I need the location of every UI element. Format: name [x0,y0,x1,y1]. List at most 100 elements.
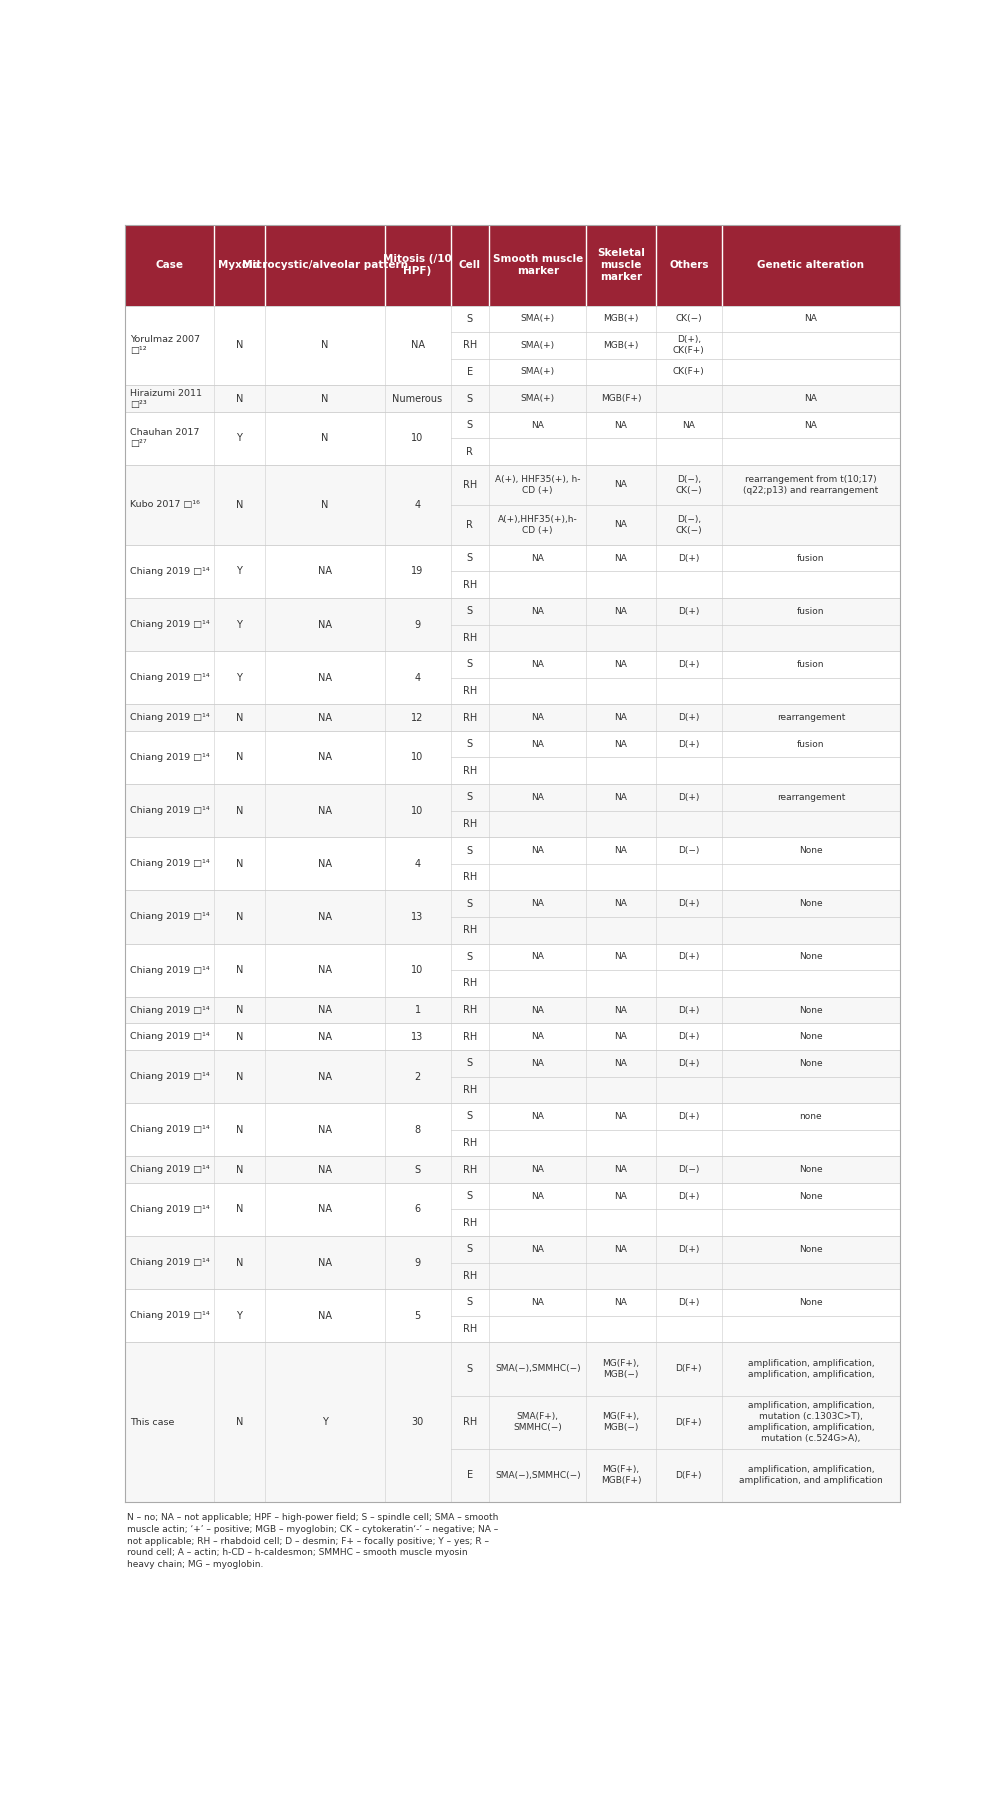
Text: 10: 10 [411,805,424,816]
Text: NA: NA [531,1191,544,1200]
Text: fusion: fusion [797,553,825,562]
Text: 6: 6 [414,1204,421,1215]
Text: Skeletal
muscle
marker: Skeletal muscle marker [597,248,645,283]
Text: This case: This case [130,1418,174,1427]
Bar [385,225,450,306]
Text: RH: RH [463,1218,477,1227]
Text: Chiang 2019 □¹⁴: Chiang 2019 □¹⁴ [130,1071,209,1081]
Bar [125,386,900,412]
Text: Chiang 2019 □¹⁴: Chiang 2019 □¹⁴ [130,912,209,921]
Text: SMA(−),SMMHC(−): SMA(−),SMMHC(−) [495,1365,580,1374]
Text: 10: 10 [411,752,424,763]
Bar [214,225,264,306]
Text: NA: NA [615,1166,627,1175]
Text: NA: NA [531,1246,544,1255]
Text: NA: NA [615,480,627,490]
Text: NA: NA [531,1111,544,1120]
Text: 4: 4 [414,859,421,868]
Text: NA: NA [531,792,544,801]
Bar [125,997,900,1023]
Bar [125,544,900,598]
Text: Others: Others [669,259,709,270]
Text: Chauhan 2017
□²⁷: Chauhan 2017 □²⁷ [130,428,199,448]
Text: NA: NA [318,912,332,923]
Text: Chiang 2019 □¹⁴: Chiang 2019 □¹⁴ [130,620,209,629]
Text: Y: Y [236,673,242,684]
Text: None: None [799,1006,823,1015]
Text: RH: RH [463,633,477,644]
Text: D(+): D(+) [678,1111,699,1120]
Text: NA: NA [531,899,544,908]
Text: NA: NA [804,393,817,402]
Text: S: S [467,606,473,616]
Text: 12: 12 [411,713,424,723]
Bar [125,1050,900,1102]
Text: Chiang 2019 □¹⁴: Chiang 2019 □¹⁴ [130,807,209,816]
Text: S: S [467,1191,473,1202]
Bar [125,306,900,386]
Text: NA: NA [531,421,544,430]
Text: None: None [799,1298,823,1307]
Text: NA: NA [318,673,332,684]
Text: N: N [321,341,328,350]
Text: NA: NA [318,965,332,975]
Bar [125,731,900,783]
Text: RH: RH [463,765,477,776]
Bar [125,1236,900,1289]
Text: D(+): D(+) [678,899,699,908]
Text: NA: NA [615,1191,627,1200]
Text: Y: Y [236,620,242,629]
Text: NA: NA [615,421,627,430]
Text: N: N [321,393,328,404]
Text: Chiang 2019 □¹⁴: Chiang 2019 □¹⁴ [130,567,209,577]
Text: MGB(+): MGB(+) [603,341,639,350]
Text: 9: 9 [414,1258,421,1267]
Text: A(+),HHF35(+),h-
CD (+): A(+),HHF35(+),h- CD (+) [498,515,578,535]
Text: 4: 4 [414,500,421,509]
Bar [125,1342,900,1501]
Text: NA: NA [318,1204,332,1215]
Text: Genetic alteration: Genetic alteration [757,259,864,270]
Text: D(+): D(+) [678,1059,699,1068]
Text: NA: NA [615,847,627,856]
Text: N: N [236,713,243,723]
Text: NA: NA [615,1006,627,1015]
Text: RH: RH [463,979,477,988]
Bar [125,783,900,838]
Text: NA: NA [615,792,627,801]
Text: SMA(−),SMMHC(−): SMA(−),SMMHC(−) [495,1470,580,1479]
Text: NA: NA [318,1311,332,1322]
Text: 2: 2 [414,1071,421,1082]
Text: N: N [236,1032,243,1042]
Text: D(−): D(−) [678,847,699,856]
Text: NA: NA [531,1006,544,1015]
Text: rearrangement: rearrangement [777,713,845,722]
Text: None: None [799,952,823,961]
Text: RH: RH [463,1164,477,1175]
Text: E: E [467,1470,473,1479]
Text: S: S [467,393,473,404]
Text: Chiang 2019 □¹⁴: Chiang 2019 □¹⁴ [130,673,209,682]
Text: N: N [236,1258,243,1267]
Bar [722,225,900,306]
Text: Chiang 2019 □¹⁴: Chiang 2019 □¹⁴ [130,713,209,722]
Text: N: N [236,912,243,923]
Text: S: S [467,314,473,325]
Text: SMA(+): SMA(+) [521,393,555,402]
Text: Smooth muscle
marker: Smooth muscle marker [493,254,583,276]
Text: S: S [467,1111,473,1122]
Text: E: E [467,366,473,377]
Bar [125,598,900,651]
Text: N: N [321,433,328,444]
Text: D(+): D(+) [678,713,699,722]
Text: N: N [236,500,243,509]
Text: D(+): D(+) [678,1191,699,1200]
Text: D(F+): D(F+) [676,1418,702,1427]
Bar [450,225,489,306]
Text: NA: NA [318,713,332,723]
Text: S: S [467,660,473,669]
Text: N: N [236,341,243,350]
Text: S: S [467,1244,473,1255]
Text: D(−): D(−) [678,1166,699,1175]
Text: 13: 13 [411,1032,424,1042]
